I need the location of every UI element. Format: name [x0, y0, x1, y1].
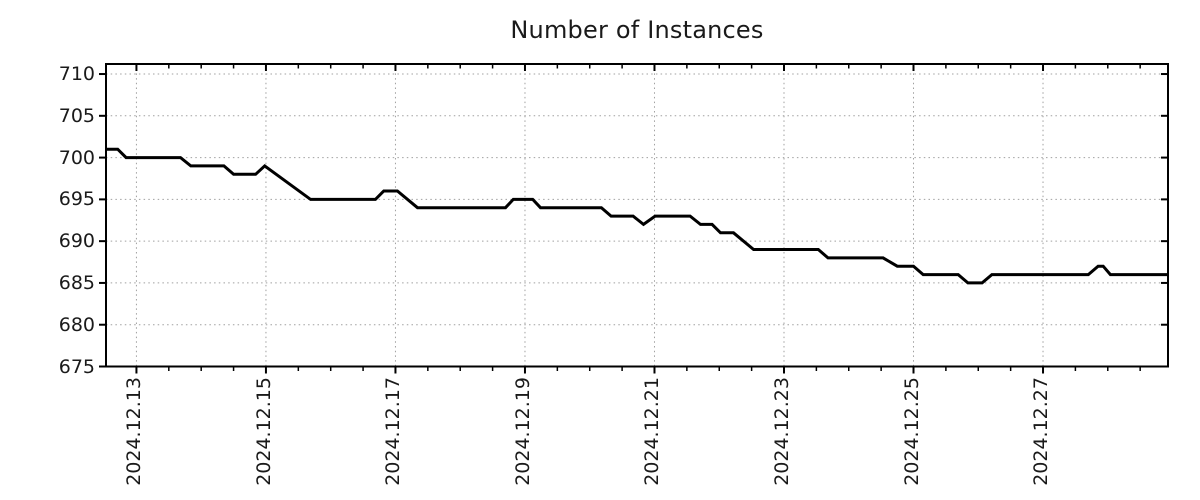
y-tick-label: 695 [58, 188, 95, 211]
x-tick-label: 2024.12.19 [511, 377, 534, 486]
plot-border [105, 63, 1169, 368]
x-tick-label: 2024.12.17 [382, 377, 405, 486]
x-tick-label: 2024.12.13 [123, 377, 146, 486]
y-tick-label: 700 [58, 146, 95, 169]
x-tick-label: 2024.12.23 [770, 377, 793, 486]
x-tick-label: 2024.12.27 [1030, 377, 1053, 486]
series-line-instances [106, 147, 1168, 285]
y-tick-label: 675 [58, 355, 95, 378]
y-tick-label: 680 [58, 313, 95, 336]
y-tick-label: 705 [58, 104, 95, 127]
y-tick-label: 710 [58, 63, 95, 86]
chart-title: Number of Instances [510, 16, 764, 44]
x-tick-label: 2024.12.21 [641, 377, 664, 486]
y-tick-label: 685 [58, 271, 95, 294]
x-tick-label: 2024.12.15 [252, 377, 275, 486]
x-tick-label: 2024.12.25 [900, 377, 923, 486]
y-tick-label: 690 [58, 230, 95, 253]
